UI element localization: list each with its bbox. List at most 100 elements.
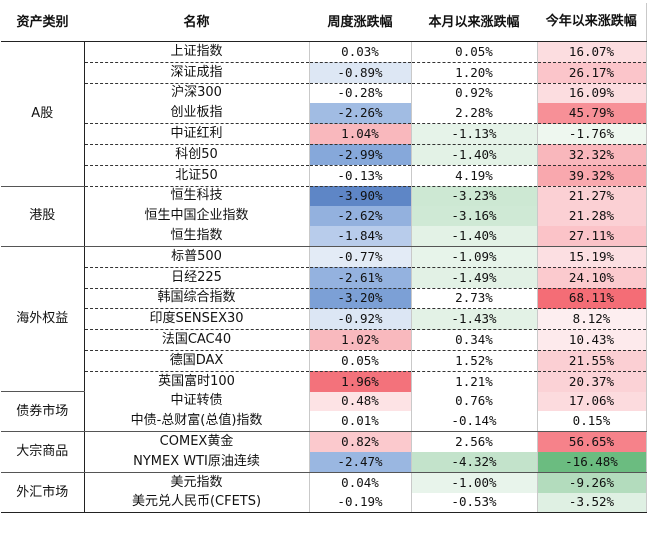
index-name: 韩国综合指数 (84, 288, 310, 310)
ytd-change: 20.37% (537, 371, 647, 392)
ytd-change: 21.27% (537, 186, 647, 207)
monthly-change: -1.00% (411, 472, 538, 493)
monthly-change: 0.92% (411, 83, 538, 104)
index-name: 北证50 (84, 165, 310, 187)
monthly-change: -4.32% (411, 451, 538, 473)
monthly-change: 1.52% (411, 350, 538, 372)
index-name: 中债-总财富(总值)指数 (84, 411, 310, 433)
weekly-change: -2.62% (309, 206, 412, 227)
market-performance-table: 资产类别 名称 周度涨跌幅 本月以来涨跌幅 今年以来涨跌幅 A股 上证指数 0.… (1, 3, 647, 514)
ytd-change: 27.11% (537, 226, 647, 247)
index-name: 中证红利 (84, 123, 310, 145)
weekly-change: 1.02% (309, 329, 412, 351)
category-bond-market: 债券市场 (1, 391, 85, 433)
monthly-change: -1.13% (411, 123, 538, 145)
index-name: NYMEX WTI原油连续 (84, 451, 310, 473)
weekly-change: 1.04% (309, 123, 412, 145)
index-name: 标普500 (84, 246, 310, 268)
table-row: 恒生中国企业指数 -2.62% -3.16% 21.28% (1, 206, 647, 227)
ytd-change: 68.11% (537, 288, 647, 310)
ytd-change: 21.28% (537, 206, 647, 227)
ytd-change: 39.32% (537, 165, 647, 187)
table-row: 创业板指 -2.26% 2.28% 45.79% (1, 103, 647, 125)
monthly-change: -1.49% (411, 267, 538, 289)
table-row: 北证50 -0.13% 4.19% 39.32% (1, 165, 647, 187)
monthly-change: 0.34% (411, 329, 538, 351)
monthly-change: 2.28% (411, 103, 538, 125)
table-row: 债券市场 中证转债 0.48% 0.76% 17.06% (1, 391, 647, 433)
monthly-change: 2.73% (411, 288, 538, 310)
weekly-change: -0.89% (309, 62, 412, 84)
ytd-change: -1.76% (537, 123, 647, 145)
weekly-change: -1.84% (309, 226, 412, 247)
index-name: 印度SENSEX30 (84, 308, 310, 331)
ytd-change: 32.32% (537, 144, 647, 166)
ytd-change: 21.55% (537, 350, 647, 372)
ytd-change: 24.10% (537, 267, 647, 289)
monthly-change: -1.40% (411, 226, 538, 247)
ytd-change: 45.79% (537, 103, 647, 125)
monthly-change: -0.14% (411, 411, 538, 433)
index-name: 英国富时100 (84, 371, 310, 392)
header-monthly-change: 本月以来涨跌幅 (411, 3, 537, 42)
table-row: A股 上证指数 0.03% 0.05% 16.07% (1, 41, 647, 187)
monthly-change: -1.43% (411, 308, 538, 331)
index-name: 日经225 (84, 267, 310, 289)
index-name: 美元兑人民币(CFETS) (84, 492, 310, 514)
table-row: 海外权益 标普500 -0.77% -1.09% 15.19% (1, 246, 647, 393)
ytd-change: 8.12% (537, 308, 647, 331)
ytd-change: 15.19% (537, 246, 647, 268)
ytd-change: 16.09% (537, 83, 647, 104)
table-row: 德国DAX 0.05% 1.52% 21.55% (1, 350, 647, 372)
ytd-change: -3.52% (537, 492, 647, 514)
weekly-change: -0.77% (309, 246, 412, 268)
monthly-change: 2.56% (411, 431, 538, 452)
weekly-change: 1.96% (309, 371, 412, 392)
table-row: 大宗商品 COMEX黄金 0.82% 2.56% 56.65% (1, 431, 647, 473)
index-name: 恒生指数 (84, 226, 310, 247)
ytd-change: 0.15% (537, 411, 647, 433)
monthly-change: 0.05% (411, 41, 538, 63)
monthly-change: -1.40% (411, 144, 538, 166)
table-row: 中债-总财富(总值)指数 0.01% -0.14% 0.15% (1, 411, 647, 433)
monthly-change: 1.21% (411, 371, 538, 392)
table-row: 印度SENSEX30 -0.92% -1.43% 8.12% (1, 308, 647, 331)
index-name: 德国DAX (84, 350, 310, 372)
table-row: 沪深300 -0.28% 0.92% 16.09% (1, 83, 647, 104)
header-weekly-change: 周度涨跌幅 (309, 3, 411, 42)
ytd-change: -9.26% (537, 472, 647, 493)
weekly-change: 0.01% (309, 411, 412, 433)
weekly-change: -2.26% (309, 103, 412, 125)
ytd-change: -16.48% (537, 451, 647, 473)
index-name: 创业板指 (84, 103, 310, 125)
category-commodities: 大宗商品 (1, 431, 85, 473)
weekly-change: -0.28% (309, 83, 412, 104)
index-name: COMEX黄金 (84, 431, 310, 452)
table-row: 法国CAC40 1.02% 0.34% 10.43% (1, 329, 647, 351)
ytd-change: 26.17% (537, 62, 647, 84)
ytd-change: 16.07% (537, 41, 647, 63)
category-a-shares: A股 (1, 41, 85, 187)
monthly-change: 1.20% (411, 62, 538, 84)
ytd-change: 10.43% (537, 329, 647, 351)
index-name: 美元指数 (84, 472, 310, 493)
ytd-change: 17.06% (537, 391, 647, 412)
table-row: 美元兑人民币(CFETS) -0.19% -0.53% -3.52% (1, 492, 647, 514)
table-row: 中证红利 1.04% -1.13% -1.76% (1, 123, 647, 145)
index-name: 科创50 (84, 144, 310, 166)
monthly-change: 0.76% (411, 391, 538, 412)
table-row: 外汇市场 美元指数 0.04% -1.00% -9.26% (1, 472, 647, 514)
table-row: 韩国综合指数 -3.20% 2.73% 68.11% (1, 288, 647, 310)
weekly-change: -0.92% (309, 308, 412, 331)
weekly-change: -2.61% (309, 267, 412, 289)
weekly-change: 0.82% (309, 431, 412, 452)
category-forex: 外汇市场 (1, 472, 85, 514)
header-ytd-change: 今年以来涨跌幅 (537, 3, 647, 42)
header-row: 资产类别 名称 周度涨跌幅 本月以来涨跌幅 今年以来涨跌幅 (1, 3, 647, 42)
weekly-change: -2.99% (309, 144, 412, 166)
table-row: NYMEX WTI原油连续 -2.47% -4.32% -16.48% (1, 451, 647, 473)
monthly-change: -0.53% (411, 492, 538, 514)
weekly-change: 0.05% (309, 350, 412, 372)
index-name: 沪深300 (84, 83, 310, 104)
index-name: 法国CAC40 (84, 329, 310, 351)
